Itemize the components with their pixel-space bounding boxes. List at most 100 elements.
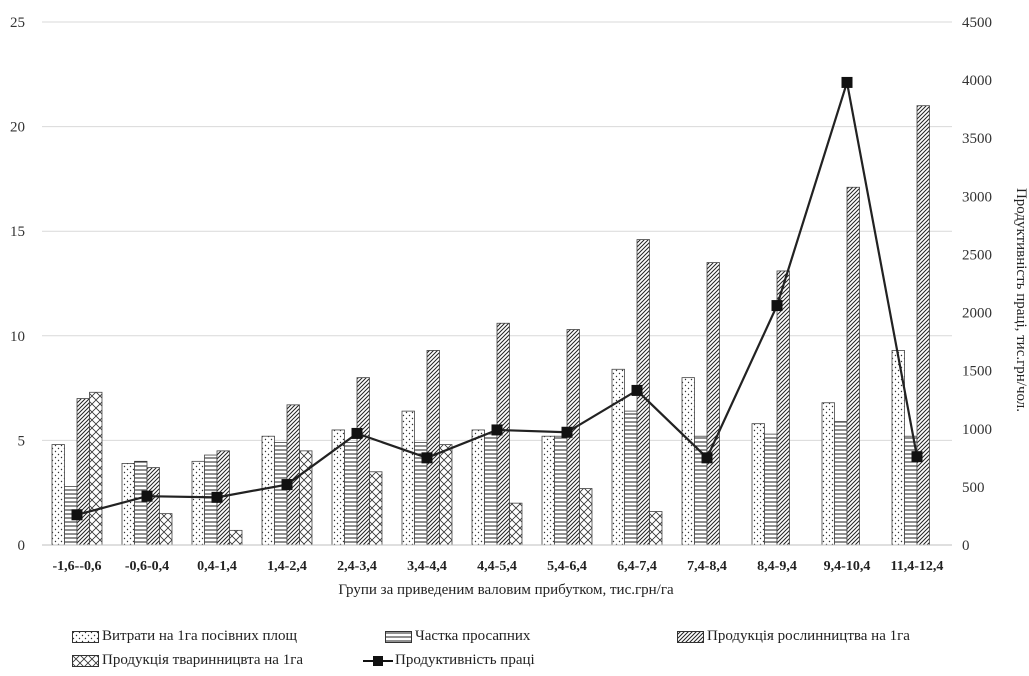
category-label: -1,6--0,6	[53, 559, 102, 574]
bar-diagonal-12	[916, 105, 930, 546]
bar-hlines-10	[764, 433, 778, 546]
left-tick-label: 5	[18, 433, 26, 449]
bar-dots-0	[51, 444, 65, 546]
line-layer	[71, 76, 923, 521]
category-label: 5,4-6,4	[547, 559, 587, 574]
category-label: -0,6-0,4	[125, 559, 169, 574]
bar-diagonal-5	[426, 350, 440, 546]
bar-dots-1	[121, 463, 135, 546]
legend-item-crop: Продукція рослинництва на 1га	[677, 628, 910, 645]
right-tick-label: 1500	[962, 364, 992, 380]
productivity-marker-10	[771, 300, 783, 312]
right-tick-label: 2500	[962, 247, 992, 263]
bar-dots-2	[191, 460, 205, 546]
productivity-marker-9	[701, 452, 713, 464]
productivity-marker-0	[71, 509, 83, 521]
right-tick-label: 1000	[962, 422, 992, 438]
left-tick-label: 20	[10, 120, 25, 136]
bar-dots-9	[681, 377, 695, 546]
bar-hlines-1	[134, 460, 148, 546]
legend-item-costs: Витрати на 1га посівних площ	[72, 628, 297, 645]
bar-dots-10	[751, 423, 765, 546]
legend-item-share: Частка просапних	[385, 628, 530, 645]
category-label: 8,4-9,4	[757, 559, 797, 574]
left-tick-label: 25	[10, 15, 25, 31]
productivity-marker-2	[211, 491, 223, 503]
left-axis-ticks: 0 5 10 15 20 25	[10, 15, 25, 554]
bar-hlines-3	[274, 442, 288, 546]
left-tick-label: 10	[10, 329, 25, 345]
category-label: 7,4-8,4	[687, 559, 727, 574]
productivity-marker-7	[561, 426, 573, 438]
bar-hlines-4	[344, 442, 358, 546]
right-tick-label: 3500	[962, 131, 992, 147]
legend-label-share: Частка просапних	[415, 628, 531, 644]
productivity-marker-11	[841, 76, 853, 88]
category-labels: -1,6--0,6 -0,6-0,4 0,4-1,4 1,4-2,4 2,4-3,4 3,…	[53, 559, 944, 574]
bar-dots-7	[541, 435, 555, 546]
right-tick-label: 4000	[962, 73, 992, 89]
category-label: 9,4-10,4	[824, 559, 871, 574]
right-axis-ticks: 0 500 1000 1500 2000 2500 3000 3500 4000 4500	[962, 15, 992, 554]
right-tick-label: 0	[962, 538, 970, 554]
productivity-marker-5	[421, 452, 433, 464]
bar-diagonal-10	[776, 270, 790, 546]
bar-hlines-6	[484, 433, 498, 546]
bar-dots-8	[611, 368, 625, 546]
bar-crosshatch-5	[439, 444, 453, 546]
chart-svg: 0 5 10 15 20 25 0 500 1000 1500 2000 2500 3000 3500 4…	[10, 15, 1029, 598]
legend-swatch-dots	[72, 630, 99, 643]
right-tick-label: 500	[962, 480, 985, 496]
legend: Витрати на 1га посівних площ Частка прос…	[72, 628, 1022, 676]
bar-diagonal-11	[846, 186, 860, 546]
legend-swatch-hlines	[385, 630, 412, 643]
legend-item-productivity: Продуктивність праці	[363, 652, 535, 669]
legend-label-costs: Витрати на 1га посівних площ	[102, 628, 298, 644]
productivity-marker-3	[281, 479, 293, 491]
bar-crosshatch-3	[299, 450, 313, 546]
bar-crosshatch-2	[229, 529, 243, 546]
right-tick-label: 4500	[962, 15, 992, 31]
bar-crosshatch-6	[509, 502, 523, 546]
productivity-marker-8	[631, 384, 643, 396]
productivity-marker-1	[141, 490, 153, 502]
bar-crosshatch-1	[159, 513, 173, 546]
right-tick-label: 2000	[962, 306, 992, 322]
category-label: 2,4-3,4	[337, 559, 377, 574]
bar-diagonal-3	[286, 404, 300, 546]
category-label: 6,4-7,4	[617, 559, 657, 574]
bar-diagonal-1	[146, 467, 160, 546]
bar-crosshatch-8	[649, 511, 663, 546]
right-axis-title: Продуктивність праці, тис.грн/чол.	[1013, 188, 1029, 412]
productivity-marker-4	[351, 427, 363, 439]
x-axis-title: Групи за приведеним валовим прибутком, т…	[338, 582, 674, 598]
bar-hlines-8	[624, 410, 638, 546]
legend-swatch-diagonal	[677, 630, 704, 643]
bar-diagonal-9	[706, 262, 720, 546]
legend-swatch-line	[363, 655, 393, 666]
bar-diagonal-4	[356, 377, 370, 546]
right-tick-label: 3000	[962, 189, 992, 205]
legend-swatch-crosshatch	[72, 654, 99, 667]
category-label: 11,4-12,4	[891, 559, 944, 574]
bar-dots-6	[471, 429, 485, 546]
productivity-marker-6	[491, 424, 503, 436]
category-label: 0,4-1,4	[197, 559, 237, 574]
category-label: 1,4-2,4	[267, 559, 307, 574]
bar-crosshatch-0	[89, 391, 103, 546]
left-tick-label: 0	[18, 538, 26, 554]
bar-diagonal-0	[76, 398, 90, 546]
left-tick-label: 15	[10, 224, 25, 240]
bar-dots-3	[261, 435, 275, 546]
bar-dots-11	[821, 402, 835, 546]
bar-crosshatch-7	[579, 488, 593, 546]
bar-hlines-7	[554, 435, 568, 546]
legend-label-crop: Продукція рослинництва на 1га	[707, 628, 910, 644]
legend-item-livestock: Продукція тваринницвта на 1га	[72, 652, 303, 669]
category-label: 4,4-5,4	[477, 559, 517, 574]
bar-crosshatch-4	[369, 471, 383, 546]
bar-dots-5	[401, 410, 415, 546]
bar-hlines-11	[834, 421, 848, 546]
bars-layer	[51, 105, 930, 546]
category-label: 3,4-4,4	[407, 559, 447, 574]
